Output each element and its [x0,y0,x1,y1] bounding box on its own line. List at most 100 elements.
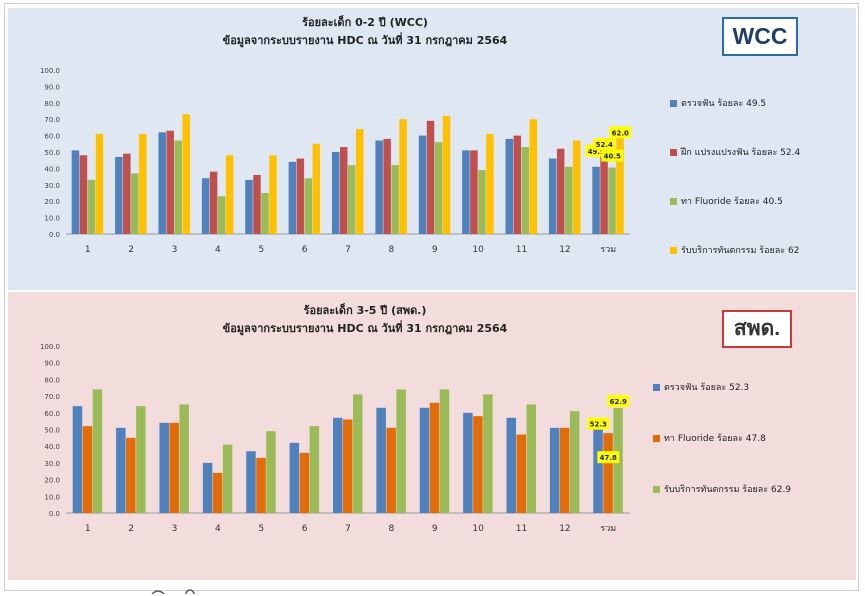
wcc-title: ร้อยละเด็ก 0-2 ปี (WCC) [302,15,428,29]
wcc-bar [505,138,514,234]
wcc-data-label: 49.5 [588,148,605,156]
ssk-ytick-label: 50.0 [44,427,60,435]
ssk-bar [419,407,430,513]
ssk-ytick-label: 10.0 [44,493,60,501]
wcc-bar [245,179,253,234]
wcc-ytick-label: 80.0 [44,100,60,108]
ssk-bar [593,425,603,513]
wcc-bar [312,143,321,234]
wcc-legend-swatch [670,100,677,107]
ssk-bar [299,452,310,513]
ssk-legend-swatch [653,384,660,391]
wcc-bar [478,170,486,234]
wcc-bar [462,150,470,234]
wcc-tag: WCC [722,17,798,56]
ssk-bar [353,394,363,513]
wcc-bar [470,150,478,234]
wcc-legend-label: ทา Fluoride ร้อยละ 40.5 [681,196,783,207]
wcc-legend-swatch [670,198,677,205]
ssk-xtick-label: 3 [172,524,178,534]
ssk-data-label-bg [587,417,610,430]
ssk-data-label-bg [607,394,630,407]
wcc-bar [79,155,88,234]
ssk-bar [169,422,179,513]
ssk-bar [159,422,169,513]
wcc-xtick-label: 6 [302,245,308,255]
wcc-bar [174,140,182,234]
wcc-bar [399,119,407,234]
wcc-legend-label: ตรวจฟัน ร้อยละ 49.5 [681,98,766,109]
ssk-chart: ร้อยละเด็ก 3-5 ปี (สพด.) ข้อมูลจากระบบราย… [40,303,791,534]
footer-fragment [151,589,195,594]
ssk-bar [212,472,223,513]
ssk-xtick-label: 4 [215,524,221,534]
wcc-legend-label: รับบริการทันตกรรม ร้อยละ 62 [681,245,799,256]
wcc-xtick-label: 9 [432,245,438,255]
wcc-ytick-label: 50.0 [44,149,60,157]
wcc-bar [513,135,522,234]
ssk-data-label: 47.8 [600,454,617,462]
wcc-xtick-label: รวม [600,245,616,255]
wcc-bar [209,171,218,234]
wcc-bar [269,155,277,234]
ssk-ytick-label: 40.0 [44,443,60,451]
ssk-ytick-label: 70.0 [44,393,60,401]
wcc-bar [131,173,139,234]
ssk-xtick-label: 11 [516,524,527,534]
wcc-data-label-bg [609,126,632,139]
wcc-bar [123,153,131,234]
wcc-xtick-label: 8 [389,245,395,255]
ssk-bar [222,444,233,513]
wcc-bar [442,115,451,234]
ssk-bar [92,389,103,513]
wcc-bar [182,114,190,234]
ssk-ytick-label: 90.0 [44,360,60,368]
wcc-data-label: 62.0 [612,129,629,137]
ssk-data-label: 52.3 [590,421,607,429]
ssk-xtick-label: 6 [302,524,308,534]
ssk-bar [82,426,93,513]
wcc-ytick-label: 0.0 [49,231,60,239]
wcc-bar [71,150,80,234]
wcc-xtick-label: 2 [128,245,134,255]
wcc-data-label-bg [601,149,624,162]
ssk-legend-label: รับบริการทันตกรรม ร้อยละ 62.9 [664,484,791,495]
ssk-xtick-label: 5 [258,524,264,534]
wcc-bar [288,161,297,234]
wcc-ytick-label: 10.0 [44,215,60,223]
wcc-bar [556,148,565,234]
wcc-bar [391,165,399,234]
ssk-bar [116,427,126,513]
wcc-bar [529,119,538,234]
ssk-ytick-label: 60.0 [44,410,60,418]
wcc-bar [158,132,166,234]
ssk-bar [343,419,353,513]
ssk-legend-label: ตรวจฟัน ร้อยละ 52.3 [664,382,749,393]
wcc-bar [332,152,340,234]
ssk-bar [202,462,213,513]
wcc-data-label: 52.4 [596,141,613,149]
ssk-xtick-label: 10 [472,524,484,534]
ssk-bar [473,416,483,513]
ssk-bar [516,434,527,513]
wcc-bar [217,196,226,234]
ssk-xtick-label: 8 [389,524,395,534]
ssk-xtick-label: 1 [85,524,91,534]
ssk-bar [179,404,189,513]
wcc-xtick-label: 4 [215,245,221,255]
ssk-bar [266,431,276,513]
wcc-subtitle: ข้อมูลจากระบบรายงาน HDC ณ วันที่ 31 กรกฎ… [223,32,508,48]
ssk-bar [309,426,320,513]
wcc-bar [548,158,557,234]
ssk-bar [72,406,83,513]
ssk-bar [439,389,450,513]
wcc-ytick-label: 90.0 [44,83,60,91]
wcc-data-label-bg [593,138,616,151]
wcc-bar [139,133,147,234]
ssk-title: ร้อยละเด็ก 3-5 ปี (สพด.) [304,303,427,317]
wcc-legend-swatch [670,149,677,156]
ssk-tag: สพด. [722,310,792,348]
ssk-xtick-label: 9 [432,524,438,534]
ssk-bar [136,406,146,513]
ssk-bar [506,417,517,513]
